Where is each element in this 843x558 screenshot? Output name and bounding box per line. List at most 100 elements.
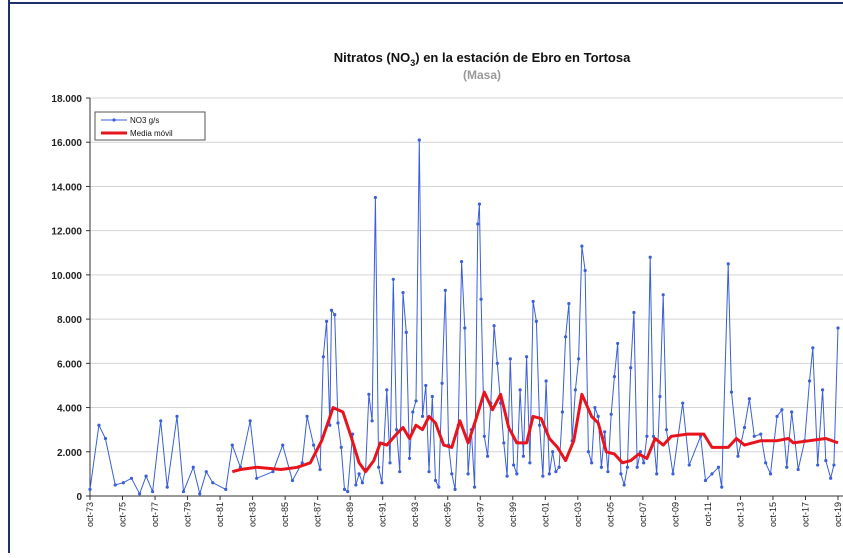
y-tick-label: 18.000 — [51, 94, 82, 105]
data-point — [477, 202, 482, 206]
data-point — [759, 432, 763, 436]
x-tick-label: oct-05 — [605, 502, 615, 527]
data-point — [502, 441, 506, 445]
x-tick-label: oct-15 — [768, 502, 778, 527]
data-point — [346, 489, 350, 494]
data-point — [525, 355, 529, 359]
data-point — [661, 293, 665, 297]
data-point — [394, 428, 399, 432]
data-point — [479, 297, 483, 301]
data-point — [380, 481, 384, 485]
data-point — [625, 465, 630, 469]
data-point — [476, 222, 480, 226]
data-point — [204, 470, 208, 474]
data-point — [638, 450, 643, 454]
x-tick-label: oct-95 — [443, 502, 453, 527]
x-tick-label: oct-01 — [540, 502, 550, 527]
data-point — [121, 481, 125, 485]
data-point — [648, 255, 652, 259]
data-point — [531, 299, 535, 304]
data-point — [716, 465, 721, 469]
data-point — [577, 357, 581, 361]
y-tick-label: 14.000 — [51, 182, 82, 193]
data-point — [547, 472, 551, 476]
data-point — [560, 410, 564, 414]
data-point — [433, 478, 438, 483]
data-point — [651, 434, 656, 438]
data-point — [414, 399, 418, 403]
data-point — [165, 485, 169, 489]
data-point — [622, 483, 626, 487]
data-point — [377, 465, 381, 469]
data-point — [632, 310, 636, 315]
data-point — [198, 492, 202, 496]
data-point — [440, 381, 444, 385]
data-point — [339, 445, 343, 449]
data-point — [321, 355, 325, 359]
data-point — [357, 472, 361, 476]
data-point — [401, 290, 405, 295]
x-tick-label: oct-91 — [378, 502, 388, 527]
data-point — [596, 414, 600, 418]
data-point — [463, 326, 467, 330]
data-point — [645, 434, 649, 438]
data-point — [824, 459, 828, 463]
data-point — [354, 483, 358, 487]
data-point — [224, 487, 228, 491]
data-point — [437, 485, 441, 489]
data-point — [290, 478, 295, 483]
x-tick-label: oct-99 — [508, 502, 518, 527]
y-tick-label: 8.000 — [57, 315, 82, 326]
x-tick-label: oct-75 — [118, 502, 128, 527]
data-point — [511, 463, 516, 467]
data-point — [230, 443, 234, 447]
data-point — [97, 423, 101, 427]
data-point — [551, 450, 555, 454]
data-point — [681, 401, 685, 405]
data-point — [144, 474, 148, 478]
data-point — [113, 483, 117, 487]
data-point — [151, 489, 155, 494]
data-point — [554, 470, 558, 474]
x-tick-label: oct-17 — [800, 502, 810, 527]
data-point — [820, 388, 825, 392]
data-point — [391, 277, 395, 281]
title-part: ) en la estación de Ebro en Tortosa — [415, 50, 631, 65]
data-point — [664, 428, 669, 432]
x-tick-label: oct-83 — [248, 502, 258, 527]
data-point — [836, 326, 840, 330]
data-point — [255, 476, 259, 480]
data-point — [430, 394, 434, 399]
data-point — [619, 472, 623, 476]
data-point — [443, 288, 447, 292]
data-point — [599, 465, 604, 469]
data-point — [360, 481, 364, 485]
data-point — [829, 476, 833, 480]
data-point — [417, 138, 421, 142]
data-point — [606, 470, 610, 474]
series-line — [231, 390, 839, 474]
data-point — [832, 463, 836, 467]
data-point — [466, 472, 470, 476]
x-tick-label: oct-13 — [735, 502, 745, 527]
data-point — [736, 454, 740, 458]
data-point — [590, 461, 594, 465]
data-point — [557, 465, 561, 469]
data-point — [181, 489, 186, 494]
y-tick-label: 6.000 — [57, 359, 82, 370]
data-point — [342, 487, 347, 491]
x-tick-label: oct-77 — [150, 502, 160, 527]
data-point — [388, 461, 392, 465]
x-tick-label: oct-93 — [410, 502, 420, 527]
data-point — [485, 454, 490, 458]
x-tick-label: oct-73 — [85, 502, 95, 527]
chart-title: Nitratos (NO3) en la estación de Ebro en… — [334, 50, 631, 68]
x-tick-label: oct-81 — [215, 502, 225, 527]
x-tick-label: oct-11 — [703, 502, 713, 526]
data-point — [515, 472, 519, 476]
data-point — [518, 388, 522, 392]
data-point — [508, 357, 512, 361]
data-point — [385, 388, 389, 392]
data-point — [580, 244, 584, 248]
data-point — [710, 472, 714, 476]
